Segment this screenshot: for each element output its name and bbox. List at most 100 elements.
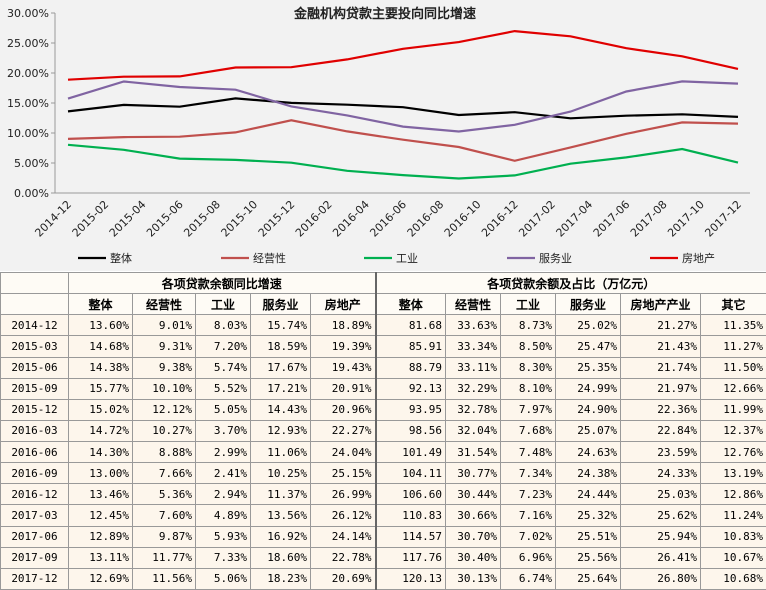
cell: 7.34%: [500, 462, 557, 485]
cell: 31.54%: [445, 440, 502, 464]
cell: 106.60: [374, 483, 447, 506]
cell: 7.23%: [500, 483, 557, 506]
cell: 14.38%: [68, 356, 133, 379]
x-tick-label: 2016-04: [330, 198, 372, 240]
cell: 10.83%: [700, 525, 766, 548]
cell: 8.30%: [500, 356, 557, 379]
series-line: [67, 29, 739, 81]
cell: 25.94%: [620, 525, 702, 548]
x-tick-label: 2015-06: [144, 198, 186, 240]
x-tick-label: 2017-08: [628, 198, 670, 240]
cell: 25.07%: [555, 419, 622, 443]
cell: 2.94%: [195, 483, 251, 506]
cell: 13.00%: [68, 462, 133, 485]
y-tick-label: 30.00%: [7, 7, 49, 20]
cell: 25.51%: [555, 525, 622, 548]
cell: 26.41%: [620, 546, 702, 569]
cell: 101.49: [374, 440, 447, 464]
y-tick-label: 5.00%: [14, 157, 49, 170]
cell: 8.10%: [500, 377, 557, 400]
y-tick-label: 25.00%: [7, 37, 49, 50]
cell: 20.69%: [309, 567, 377, 590]
x-tick-label: 2016-10: [442, 198, 484, 240]
cell: 30.70%: [445, 525, 502, 548]
cell: 25.64%: [555, 567, 622, 590]
row-date: 2017-06: [0, 525, 69, 548]
cell: 7.02%: [500, 525, 557, 548]
cell: 15.74%: [250, 314, 311, 337]
data-table: 各项贷款余额同比增速 各项贷款余额及占比（万亿元） 整体 经营性 工业 服务业 房地产整…: [0, 271, 766, 590]
cell: 7.66%: [132, 462, 196, 485]
chart-title: 金融机构贷款主要投向同比增速: [293, 6, 476, 22]
cell: 12.76%: [700, 440, 766, 464]
column-header: 服务业: [250, 293, 311, 316]
data-row: 2017-06 12.89% 9.87% 5.93% 16.92% 24.14% 114.5…: [0, 525, 766, 548]
row-date: 2017-12: [0, 567, 69, 590]
cell: 85.91: [374, 335, 447, 358]
cell: 11.99%: [700, 398, 766, 421]
cell: 30.13%: [445, 567, 502, 590]
legend-label: 整体: [110, 251, 132, 265]
cell: 25.15%: [309, 462, 377, 485]
cell: 21.74%: [620, 356, 702, 379]
cell: 8.88%: [132, 440, 196, 464]
cell: 11.35%: [700, 314, 766, 337]
y-tick-label: 10.00%: [7, 127, 49, 140]
series-line: [67, 97, 739, 120]
cell: 21.27%: [620, 314, 702, 337]
row-date: 2016-06: [0, 440, 69, 464]
cell: 32.78%: [445, 398, 502, 421]
x-tick-label: 2015-04: [107, 198, 149, 240]
cell: 21.97%: [620, 377, 702, 400]
data-row: 2015-12 15.02% 12.12% 5.05% 14.43% 20.96% 93.9…: [0, 398, 766, 421]
cell: 17.21%: [250, 377, 311, 400]
group-title: 各项贷款余额同比增速: [67, 271, 377, 295]
row-date: 2015-12: [0, 398, 69, 421]
cell: 24.38%: [555, 462, 622, 485]
cell: 25.62%: [620, 504, 702, 527]
cell: 26.99%: [309, 483, 377, 506]
cell: 11.56%: [132, 567, 196, 590]
cell: 33.34%: [445, 335, 502, 358]
cell: 5.05%: [195, 398, 251, 421]
data-row: 2016-12 13.46% 5.36% 2.94% 11.37% 26.99% 106.6…: [0, 483, 766, 506]
data-row: 2015-09 15.77% 10.10% 5.52% 17.21% 20.91% 92.1…: [0, 377, 766, 400]
cell: 13.19%: [700, 462, 766, 485]
cell: 15.02%: [68, 398, 133, 421]
cell: 3.70%: [195, 419, 251, 443]
cell: 117.76: [374, 546, 447, 569]
cell: 11.37%: [250, 483, 311, 506]
cell: 7.33%: [195, 546, 251, 569]
cell: 20.91%: [309, 377, 377, 400]
x-tick-label: 2017-02: [516, 198, 558, 240]
row-date: 2017-09: [0, 546, 69, 569]
cell: 120.13: [374, 567, 447, 590]
cell: 13.11%: [68, 546, 133, 569]
cell: 9.87%: [132, 525, 196, 548]
cell: 114.57: [374, 525, 447, 548]
cell: 81.68: [374, 314, 447, 337]
x-tick-label: 2017-04: [554, 198, 596, 240]
legend-label: 服务业: [539, 252, 572, 265]
cell: 25.35%: [555, 356, 622, 379]
cell: 25.03%: [620, 483, 702, 506]
cell: 16.92%: [250, 525, 311, 548]
cell: 24.04%: [309, 440, 377, 464]
x-tick-label: 2017-12: [702, 198, 744, 240]
cell: 24.44%: [555, 483, 622, 506]
x-tick-label: 2015-02: [70, 198, 112, 240]
cell: 25.56%: [555, 546, 622, 569]
column-header: 整体: [68, 293, 133, 316]
group-title: 各项贷款余额及占比（万亿元）: [374, 271, 766, 295]
cell: 12.37%: [700, 419, 766, 443]
cell: 12.86%: [700, 483, 766, 506]
cell: 24.33%: [620, 462, 702, 485]
column-header: 服务业: [555, 293, 622, 316]
cell: 11.50%: [700, 356, 766, 379]
cell: 25.32%: [555, 504, 622, 527]
cell: 22.84%: [620, 419, 702, 443]
cell: 6.96%: [500, 546, 557, 569]
row-date: 2016-12: [0, 483, 69, 506]
cell: 25.47%: [555, 335, 622, 358]
data-row: 2016-09 13.00% 7.66% 2.41% 10.25% 25.15% 104.1…: [0, 462, 766, 485]
